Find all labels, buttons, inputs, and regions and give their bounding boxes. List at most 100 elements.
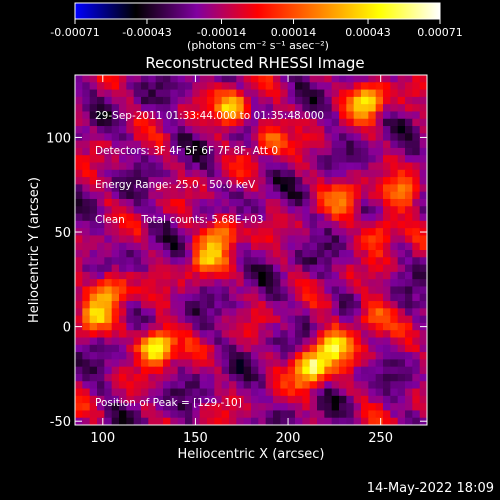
heatmap-cell (177, 395, 186, 404)
heatmap-cell (82, 293, 91, 302)
heatmap-cell (236, 330, 245, 338)
heatmap-cell (390, 89, 399, 98)
heatmap-cell (82, 82, 91, 90)
heatmap-cell (324, 403, 333, 411)
heatmap-cell (185, 118, 193, 127)
heatmap-cell (141, 315, 149, 324)
heatmap-cell (89, 191, 98, 200)
heatmap-cell (405, 322, 413, 331)
heatmap-cell (295, 286, 303, 295)
heatmap-cell (331, 344, 340, 353)
heatmap-cell (375, 388, 384, 397)
heatmap-cell (221, 169, 230, 178)
heatmap-cell (141, 228, 149, 236)
heatmap-cell (383, 177, 391, 185)
heatmap-cell (258, 184, 267, 193)
heatmap-cell (302, 126, 311, 134)
heatmap-cell (185, 191, 193, 200)
heatmap-cell (258, 257, 267, 265)
heatmap-cell (383, 271, 391, 280)
heatmap-cell (119, 206, 127, 214)
heatmap-cell (82, 250, 91, 258)
heatmap-cell (258, 315, 267, 324)
heatmap-cell (309, 344, 318, 353)
heatmap-cell (163, 82, 171, 90)
heatmap-cell (89, 213, 98, 222)
heatmap-cell (251, 191, 259, 200)
heatmap-cell (251, 395, 259, 404)
heatmap-cell (331, 242, 340, 251)
heatmap-cell (141, 417, 149, 426)
heatmap-cell (141, 344, 149, 353)
heatmap-cell (82, 191, 91, 200)
heatmap-cell (258, 126, 267, 134)
heatmap-cell (185, 395, 193, 404)
heatmap-cell (324, 279, 333, 287)
heatmap-cell (155, 242, 164, 251)
heatmap-cell (390, 366, 399, 375)
heatmap-cell (368, 147, 377, 156)
heatmap-cell (339, 104, 347, 112)
heatmap-cell (214, 344, 223, 353)
heatmap-cell (390, 344, 399, 353)
heatmap-cell (368, 228, 377, 236)
heatmap-cell (317, 352, 325, 360)
heatmap-cell (302, 111, 311, 120)
heatmap-cell (317, 403, 325, 411)
heatmap-cell (221, 206, 230, 214)
heatmap-cell (390, 381, 399, 389)
heatmap-cell (412, 417, 421, 426)
heatmap-cell (265, 169, 274, 178)
heatmap-cell (221, 250, 230, 258)
heatmap-cell (375, 235, 384, 244)
heatmap-cell (309, 220, 318, 229)
heatmap-cell (199, 191, 208, 200)
heatmap-cell (375, 140, 384, 149)
heatmap-cell (170, 118, 179, 127)
heatmap-cell (221, 257, 230, 265)
heatmap-cell (170, 381, 179, 389)
heatmap-cell (163, 206, 171, 214)
heatmap-cell (405, 213, 413, 222)
heatmap-cell (97, 250, 105, 258)
heatmap-cell (405, 75, 413, 83)
heatmap-cell (258, 118, 267, 127)
heatmap-cell (280, 395, 289, 404)
heatmap-cell (251, 133, 259, 142)
heatmap-cell (214, 279, 223, 287)
heatmap-cell (280, 184, 289, 193)
heatmap-cell (339, 126, 347, 134)
heatmap-cell (390, 352, 399, 360)
heatmap-cell (141, 126, 149, 134)
heatmap-cell (405, 301, 413, 309)
heatmap-cell (236, 315, 245, 324)
heatmap-cell (309, 242, 318, 251)
heatmap-cell (243, 169, 252, 178)
heatmap-cell (361, 330, 369, 338)
heatmap-cell (104, 118, 113, 127)
heatmap-cell (82, 235, 91, 244)
heatmap-cell (82, 286, 91, 295)
heatmap-cell (280, 308, 289, 317)
heatmap-cell (361, 96, 369, 105)
heatmap-cell (170, 162, 179, 171)
heatmap-cell (141, 293, 149, 302)
heatmap-cell (251, 279, 259, 287)
heatmap-cell (126, 352, 135, 360)
heatmap-cell (251, 206, 259, 214)
heatmap-cell (258, 162, 267, 171)
heatmap-cell (214, 410, 223, 419)
heatmap-cell (207, 301, 215, 309)
heatmap-cell (397, 169, 406, 178)
heatmap-cell (207, 271, 215, 280)
heatmap-cell (273, 242, 281, 251)
heatmap-cell (214, 315, 223, 324)
heatmap-cell (383, 162, 391, 171)
heatmap-cell (170, 184, 179, 193)
heatmap-cell (265, 96, 274, 105)
heatmap-cell (258, 228, 267, 236)
heatmap-cell (119, 373, 127, 382)
heatmap-cell (82, 359, 91, 368)
heatmap-cell (148, 250, 157, 258)
heatmap-cell (207, 286, 215, 295)
